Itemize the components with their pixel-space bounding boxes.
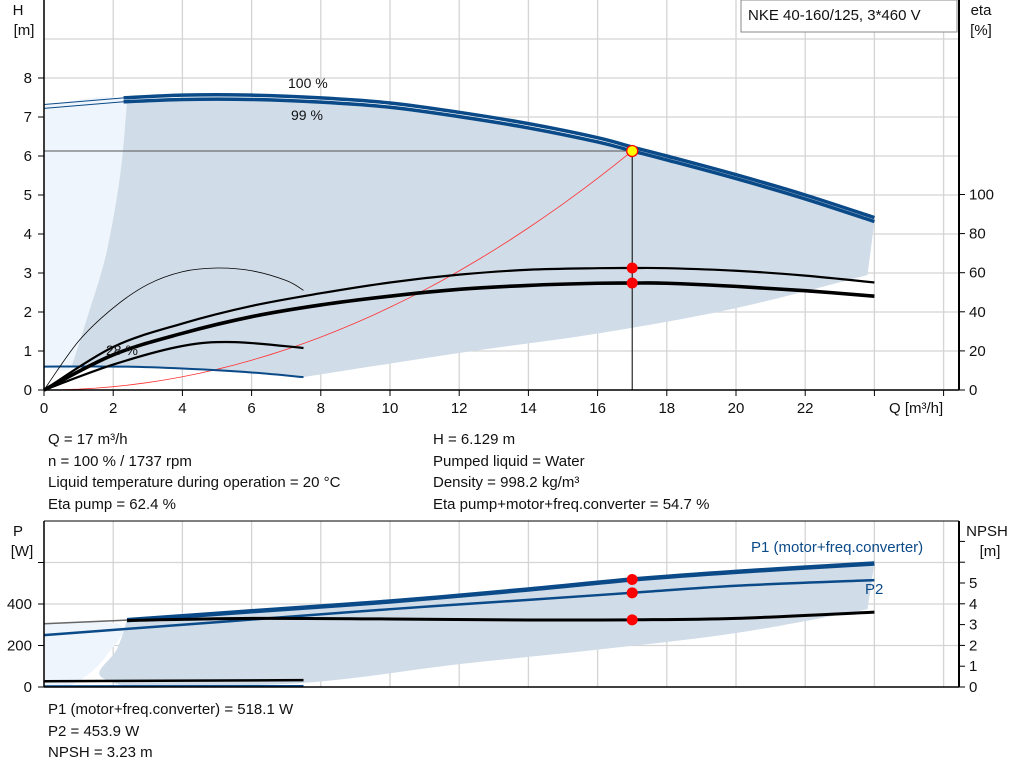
eta-tick-label: 0: [969, 382, 977, 399]
eta-axis-unit: [%]: [970, 22, 992, 39]
info-p1: P1 (motor+freq.converter) = 518.1 W: [48, 701, 294, 718]
q-tick-label: 10: [382, 400, 399, 417]
info-flow: Q = 17 m³/h: [48, 431, 128, 448]
duty-point: [626, 144, 639, 158]
info-right: H = 6.129 m Pumped liquid = Water Densit…: [433, 429, 709, 515]
q-tick-label: 2: [109, 400, 117, 417]
curve-min-speed: [43, 365, 304, 379]
h-tick-label: 6: [24, 148, 32, 165]
eta-total-min-curve: [43, 340, 304, 392]
h-tick-label: 5: [24, 187, 32, 204]
eta-total-curve: [43, 281, 875, 392]
q-tick-label: 14: [520, 400, 537, 417]
bottom-light-region: [44, 622, 124, 688]
label-99-percent: 99 %: [291, 107, 323, 123]
info-speed: n = 100 % / 1737 rpm: [48, 452, 192, 470]
p2-series-label: P2: [865, 581, 883, 598]
npsh-point: [626, 614, 638, 626]
npsh-tick-label: 5: [969, 575, 977, 592]
curve-100-extension: [43, 97, 124, 106]
p1-extension: [43, 619, 128, 625]
npsh-tick-label: 4: [969, 596, 977, 613]
legend-box: [740, 0, 958, 33]
p-tick-label: 0: [24, 679, 32, 696]
pump-model-title: NKE 40-160/125, 3*460 V: [748, 7, 921, 24]
p-axis-unit: [W]: [11, 543, 34, 560]
eta-tick-label: 80: [969, 226, 986, 243]
info-bottom: P1 (motor+freq.converter) = 518.1 W P2 =…: [48, 699, 293, 764]
h-axis-unit: [m]: [14, 22, 35, 39]
eta-axis-label: eta: [971, 2, 993, 19]
label-100-percent: 100 %: [288, 75, 328, 91]
p1-series-label: P1 (motor+freq.converter): [751, 539, 923, 556]
q-tick-label: 16: [589, 400, 606, 417]
h-tick-label: 0: [24, 382, 32, 399]
eta-pump-min-curve: [43, 267, 304, 391]
npsh-axis-unit: [m]: [980, 543, 1001, 560]
q-axis-label: Q [m³/h]: [889, 400, 943, 417]
eta-tick-label: 100: [969, 187, 994, 204]
q-tick-label: 4: [178, 400, 186, 417]
npsh-tick-label: 1: [969, 658, 977, 675]
p-axis-label: P: [13, 523, 23, 540]
info-liquid: Pumped liquid = Water: [433, 452, 585, 470]
h-tick-label: 7: [24, 109, 32, 126]
q-tick-label: 8: [317, 400, 325, 417]
h-tick-label: 8: [24, 70, 32, 87]
eta-pump-point: [626, 262, 638, 274]
label-28-percent: 28 %: [106, 342, 138, 358]
p-tick-label: 200: [7, 638, 32, 655]
system-curve: [43, 150, 633, 391]
q-tick-label: 20: [728, 400, 745, 417]
info-temperature: Liquid temperature during operation = 20…: [48, 474, 341, 491]
npsh-curve: [127, 610, 875, 622]
p2-point: [626, 587, 638, 599]
curve-99-extension: [43, 101, 124, 109]
top-operating-region: [71, 99, 875, 378]
npsh-tick-label: 0: [969, 679, 977, 696]
info-head: H = 6.129 m: [433, 431, 516, 448]
npsh-tick-label: 2: [969, 637, 977, 654]
h-tick-label: 3: [24, 265, 32, 282]
info-left: Q = 17 m³/h n = 100 % / 1737 rpm Liquid …: [48, 429, 340, 515]
h-tick-label: 1: [24, 343, 32, 360]
q-tick-label: 12: [451, 400, 468, 417]
p1-point: [626, 573, 638, 585]
curve-100-percent: [123, 93, 875, 220]
info-eta-pump: Eta pump = 62.4 %: [48, 495, 176, 513]
q-tick-label: 18: [658, 400, 675, 417]
eta-pump-curve: [43, 266, 875, 391]
eta-total-point: [626, 277, 638, 289]
eta-tick-label: 20: [969, 343, 986, 360]
q-tick-label: 22: [797, 400, 814, 417]
h-tick-label: 4: [24, 226, 32, 243]
info-eta-total: Eta pump+motor+freq.converter = 54.7 %: [433, 495, 710, 513]
p2-curve: [43, 578, 875, 637]
h-axis-label: H: [13, 2, 24, 19]
info-npsh: NPSH = 3.23 m: [48, 744, 153, 761]
info-density: Density = 998.2 kg/m³: [433, 474, 580, 491]
eta-tick-label: 60: [969, 265, 986, 282]
bottom-operating-region: [99, 563, 875, 687]
info-p2: P2 = 453.9 W: [48, 722, 140, 740]
top-light-region: [44, 96, 131, 371]
p-tick-label: 400: [7, 596, 32, 613]
npsh-tick-label: 3: [969, 617, 977, 634]
h-tick-label: 2: [24, 304, 32, 321]
npsh-axis-label: NPSH: [966, 523, 1008, 540]
curve-99-percent: [123, 97, 875, 224]
eta-tick-label: 40: [969, 304, 986, 321]
p-min-curve: [43, 678, 304, 683]
p1-curve: [126, 561, 875, 623]
q-tick-label: 0: [40, 400, 48, 417]
q-tick-label: 6: [247, 400, 255, 417]
